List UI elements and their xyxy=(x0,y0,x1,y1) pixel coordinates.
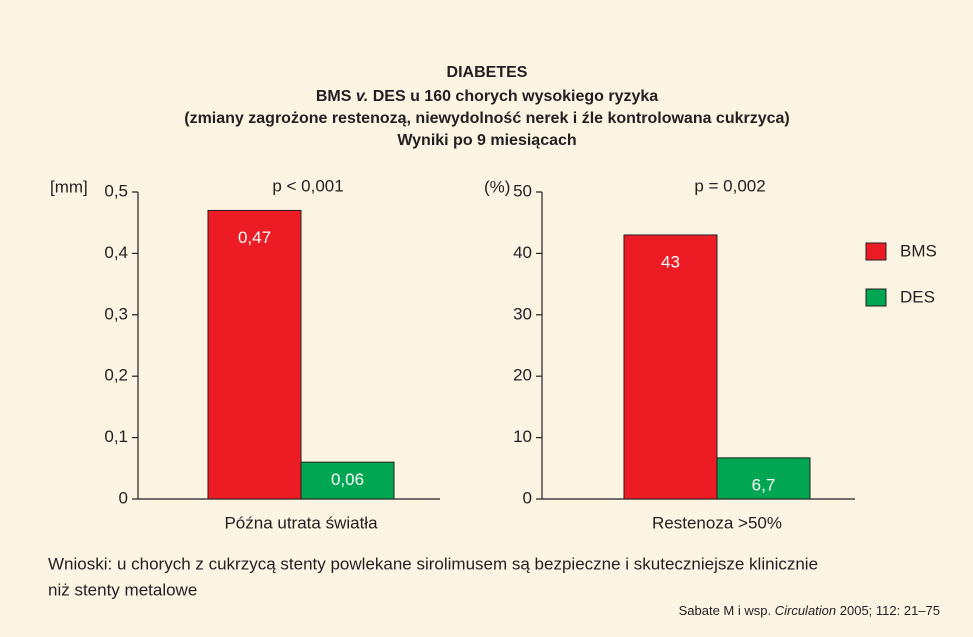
title-text: Wyniki po 9 miesiącach xyxy=(397,132,576,149)
y-tick-label: 20 xyxy=(513,366,532,385)
value-label: 0,47 xyxy=(238,228,271,247)
y-tick-label: 40 xyxy=(513,243,532,262)
value-label: 0,06 xyxy=(331,470,364,489)
y-tick-label: 50 xyxy=(513,181,532,200)
title-line: (zmiany zagrożone restenozą, niewydolnoś… xyxy=(184,110,790,127)
annotation: p = 0,002 xyxy=(694,176,765,195)
citation-text: Sabate M i wsp. xyxy=(679,603,775,618)
legend-label: DES xyxy=(900,287,935,306)
citation-text: Circulation xyxy=(775,603,836,618)
annotation: p < 0,001 xyxy=(272,176,343,195)
title-line: DIABETES xyxy=(447,64,528,81)
citation-text: 2005; 112: 21–75 xyxy=(836,603,940,618)
y-tick-label: 0,3 xyxy=(104,304,128,323)
title-line: Wyniki po 9 miesiącach xyxy=(397,132,576,149)
bar xyxy=(623,234,718,500)
value-label: 43 xyxy=(661,252,680,271)
y-tick-label: 0,5 xyxy=(104,181,128,200)
y-unit: (%) xyxy=(484,177,510,196)
citation: Sabate M i wsp. Circulation 2005; 112: 2… xyxy=(679,603,940,618)
y-tick-label: 0 xyxy=(523,488,532,507)
x-tick-label: Późna utrata światła xyxy=(224,513,378,532)
title-text: (zmiany zagrożone restenozą, niewydolnoś… xyxy=(184,110,790,127)
value-label: 6,7 xyxy=(752,475,776,494)
bar xyxy=(716,457,811,500)
legend-swatch xyxy=(865,288,887,307)
conclusion: Wnioski: u chorych z cukrzycą stenty pow… xyxy=(48,554,818,573)
title-text: v. xyxy=(356,88,368,105)
title-line: BMS v. DES u 160 chorych wysokiego ryzyk… xyxy=(316,88,658,105)
title-text: DES u 160 chorych wysokiego ryzyka xyxy=(368,88,658,105)
y-tick-label: 10 xyxy=(513,427,532,446)
y-tick-label: 0,2 xyxy=(104,366,128,385)
bar xyxy=(300,461,395,500)
y-tick-label: 0,1 xyxy=(104,427,128,446)
y-tick-label: 0 xyxy=(119,488,128,507)
title-text: DIABETES xyxy=(447,64,528,81)
x-tick-label: Restenoza >50% xyxy=(652,513,782,532)
legend-label: BMS xyxy=(900,241,937,260)
bar xyxy=(207,209,302,500)
legend-swatch xyxy=(865,242,887,261)
y-tick-label: 30 xyxy=(513,304,532,323)
conclusion: niż stenty metalowe xyxy=(48,580,197,599)
title-text: BMS xyxy=(316,88,356,105)
y-tick-label: 0,4 xyxy=(104,243,128,262)
y-unit: [mm] xyxy=(50,177,88,196)
